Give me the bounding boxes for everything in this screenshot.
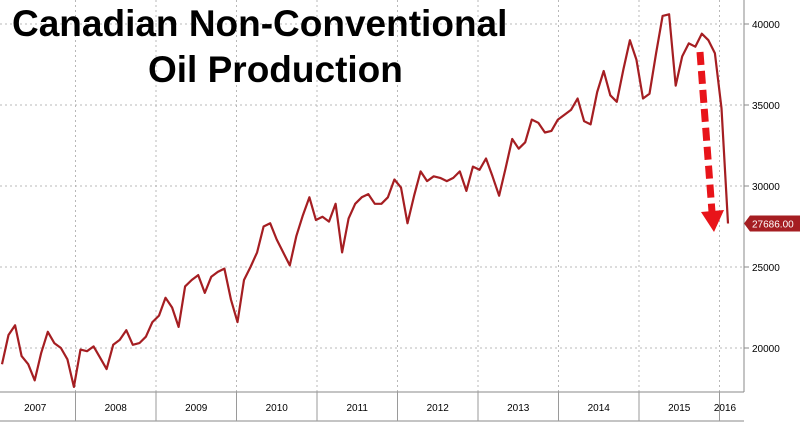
series-line: [0, 13, 730, 388]
year-label: 2010: [266, 403, 289, 414]
y-tick-label: 40000: [752, 20, 780, 31]
last-value-label: 27686.00: [744, 215, 800, 232]
grid-lines: [0, 0, 744, 392]
title-line-2: Oil Production: [148, 49, 403, 90]
y-axis-tick-labels: 20000 25000 30000 35000 40000: [744, 20, 780, 355]
year-label: 2011: [346, 403, 368, 414]
y-tick-label: 30000: [752, 182, 780, 193]
year-label: 2012: [427, 403, 450, 414]
year-label: 2008: [105, 403, 128, 414]
year-label: 2007: [24, 403, 47, 414]
axes: [0, 0, 745, 422]
title-line-1: Canadian Non-Conventional: [12, 3, 507, 44]
arrow-shaft: [696, 51, 716, 213]
x-axis-year-labels: 2007 2008 2009 2010 2011 2012 2013 2014 2015 2016: [24, 392, 737, 421]
year-label: 2014: [588, 403, 611, 414]
y-tick-label: 35000: [752, 101, 780, 112]
series-group: [0, 13, 730, 388]
last-value-text: 27686.00: [752, 219, 794, 230]
year-label: 2009: [185, 403, 208, 414]
last-value-badge: [744, 215, 800, 232]
y-tick-label: 25000: [752, 263, 780, 274]
chart-title: Canadian Non-Conventional Oil Production: [12, 3, 507, 90]
year-label: 2013: [507, 403, 530, 414]
year-label: 2016: [714, 403, 737, 414]
y-tick-label: 20000: [752, 344, 780, 355]
year-label: 2015: [668, 403, 691, 414]
decline-arrow: [696, 51, 724, 232]
arrow-head: [701, 210, 724, 232]
